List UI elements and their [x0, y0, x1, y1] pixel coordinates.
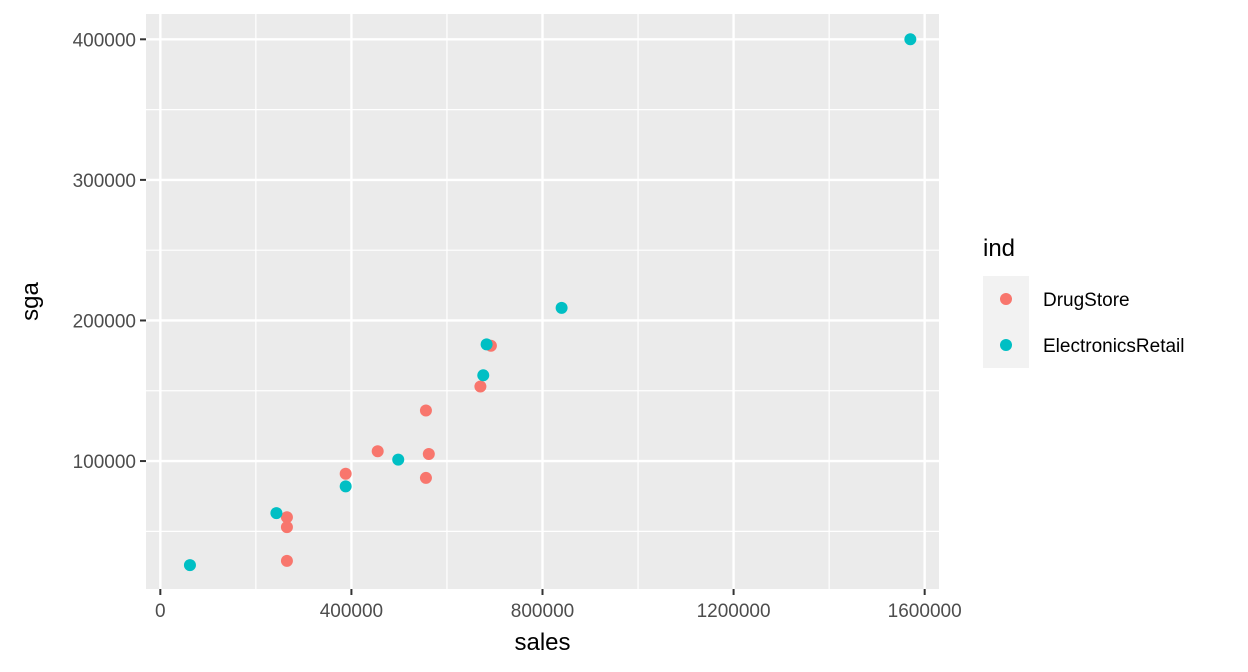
legend-title: ind — [983, 235, 1015, 262]
point-electronicsretail — [555, 301, 568, 314]
y-tick-label: 100000 — [73, 452, 136, 473]
major-gridlines — [146, 14, 939, 589]
x-tick-label: 1600000 — [888, 601, 962, 622]
data-points — [183, 33, 917, 572]
point-drugstore — [474, 380, 487, 393]
x-tick-label: 400000 — [320, 601, 383, 622]
point-drugstore — [419, 404, 432, 417]
point-drugstore — [339, 467, 352, 480]
point-drugstore — [280, 554, 293, 567]
y-axis: 100000 200000 300000 400000 — [73, 30, 146, 473]
y-axis-title: sga — [17, 282, 44, 321]
x-tick-label: 800000 — [511, 601, 574, 622]
legend-marker — [1000, 293, 1012, 305]
x-tick-label: 0 — [155, 601, 166, 622]
legend-label: DrugStore — [1043, 290, 1130, 311]
point-electronicsretail — [904, 33, 917, 46]
y-tick-label: 200000 — [73, 311, 136, 332]
legend-marker — [1000, 339, 1012, 351]
point-drugstore — [280, 521, 293, 534]
legend-items: DrugStore ElectronicsRetail — [983, 276, 1185, 368]
x-axis-title: sales — [514, 629, 570, 656]
point-electronicsretail — [477, 369, 490, 382]
legend: ind DrugStore ElectronicsRetail — [983, 235, 1185, 368]
point-drugstore — [371, 445, 384, 458]
x-tick-label: 1200000 — [697, 601, 771, 622]
point-electronicsretail — [270, 507, 283, 520]
point-drugstore — [280, 511, 293, 524]
legend-label: ElectronicsRetail — [1043, 336, 1185, 357]
y-tick-label: 300000 — [73, 171, 136, 192]
y-tick-label: 400000 — [73, 30, 136, 51]
point-electronicsretail — [339, 480, 352, 493]
x-axis: 0 400000 800000 1200000 1600000 — [155, 589, 962, 622]
point-drugstore — [419, 471, 432, 484]
point-electronicsretail — [480, 338, 493, 351]
point-drugstore — [422, 448, 435, 461]
point-electronicsretail — [183, 559, 196, 572]
point-electronicsretail — [392, 453, 405, 466]
